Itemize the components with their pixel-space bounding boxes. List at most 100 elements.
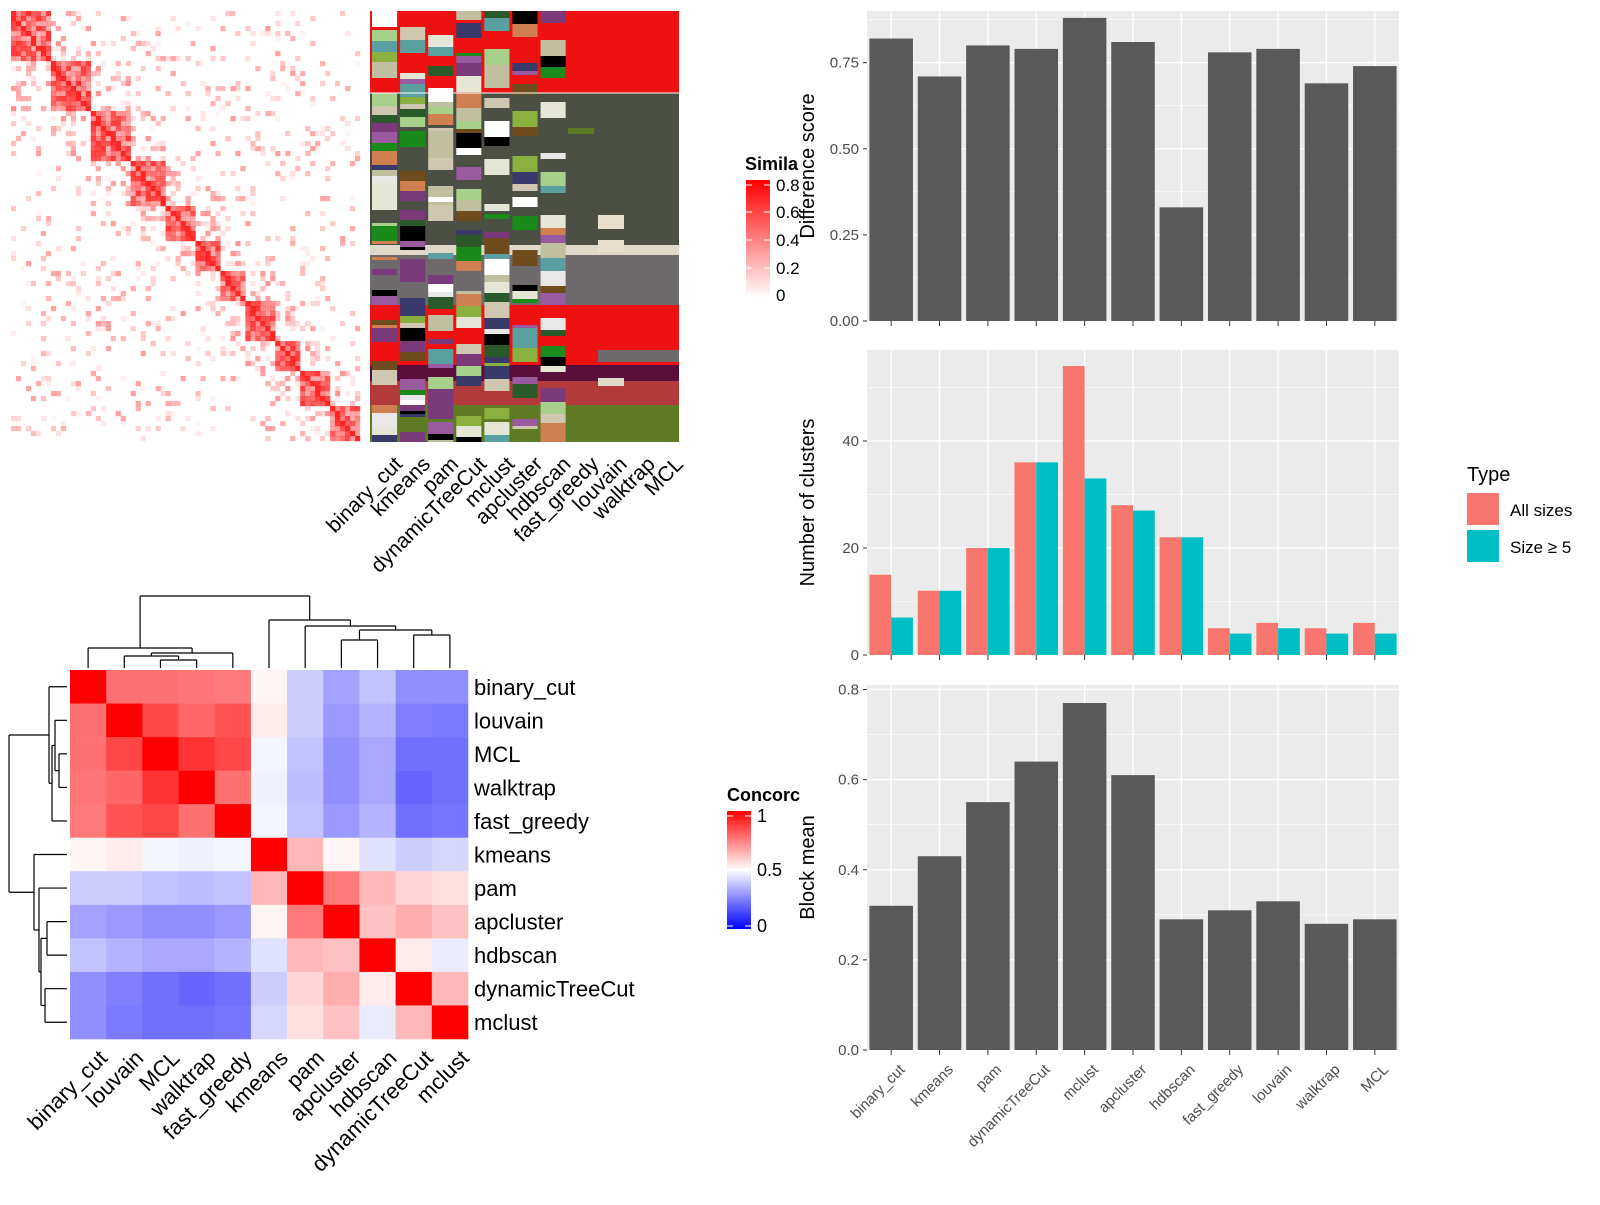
concordance-cell	[250, 904, 288, 939]
concordance-row-label: pam	[474, 876, 517, 901]
concordance-cell	[287, 770, 324, 805]
concordance-cell	[287, 871, 324, 906]
concordance-cell	[250, 770, 288, 805]
concordance-cell	[287, 737, 324, 771]
concordance-cell	[323, 904, 360, 939]
concordance-cell	[359, 837, 396, 872]
x-tick-label: mclust	[1059, 1061, 1102, 1104]
bar-size-ge5	[891, 617, 913, 655]
bar	[966, 802, 1010, 1050]
concordance-cell	[70, 703, 107, 738]
concordance-cell	[106, 670, 143, 704]
concordance-cell	[214, 670, 252, 704]
similarity-heatmap	[11, 11, 361, 442]
concordance-cell	[70, 737, 107, 771]
block-mean-chart: 0.0 0.2 0.4 0.6 0.8 Block mean binary_cut kmean…	[797, 682, 1399, 1151]
bar	[1111, 775, 1155, 1050]
concordance-legend-tick: 0.5	[757, 860, 782, 880]
concordance-cell	[431, 837, 469, 872]
y-tick-label: 0.8	[838, 682, 859, 699]
concordance-row-label: kmeans	[474, 843, 551, 868]
similarity-legend-tick: 0.8	[776, 176, 800, 195]
concordance-cell	[106, 703, 143, 738]
concordance-row-label: binary_cut	[474, 675, 576, 700]
bar	[869, 905, 913, 1050]
concordance-cell	[70, 938, 107, 973]
similarity-legend-tick: 0.6	[776, 203, 800, 222]
concordance-cell	[178, 971, 216, 1006]
x-tick-label: louvain	[1250, 1061, 1296, 1107]
concordance-cell	[287, 971, 324, 1006]
concordance-cell	[142, 971, 179, 1006]
concordance-cell	[142, 837, 179, 872]
concordance-cell	[106, 770, 143, 805]
bar	[1111, 42, 1155, 321]
concordance-cell	[250, 1005, 288, 1040]
concordance-cell	[142, 938, 179, 973]
concordance-row-label: mclust	[474, 1010, 538, 1035]
concordance-cell	[287, 938, 324, 973]
cluster-track-labels: binary_cutkmeanspamdynamicTreeCutmclusta…	[322, 452, 688, 577]
y-tick-label: 0.00	[830, 313, 859, 330]
concordance-cell	[214, 871, 252, 906]
concordance-dendrogram	[8, 595, 451, 1023]
bar-all-sizes	[1353, 622, 1375, 655]
concordance-cell	[323, 938, 360, 973]
x-tick-label: walktrap	[1292, 1061, 1344, 1113]
concordance-cell	[359, 871, 396, 906]
concordance-cell	[395, 1005, 433, 1040]
concordance-cell	[431, 804, 469, 839]
cluster-tracks	[370, 11, 679, 442]
legend-label-size-ge5: Size ≥ 5	[1510, 538, 1571, 557]
bar-size-ge5	[987, 547, 1010, 655]
bar	[966, 45, 1010, 321]
concordance-cell	[106, 904, 143, 939]
concordance-cell	[395, 703, 433, 738]
bar	[917, 76, 962, 321]
concordance-cell	[142, 804, 179, 839]
bar	[1207, 910, 1252, 1050]
concordance-cell	[395, 770, 433, 805]
x-tick-label: binary_cut	[848, 1061, 910, 1123]
bar	[1014, 48, 1059, 321]
concordance-cell	[142, 871, 179, 906]
concordance-cell	[431, 1005, 469, 1040]
x-tick-label: pam	[973, 1061, 1006, 1094]
concordance-cell	[250, 837, 288, 872]
bar-all-sizes	[1207, 628, 1230, 655]
y-tick-label: 0.6	[838, 772, 859, 789]
concordance-cell	[142, 703, 179, 738]
bar	[1062, 703, 1107, 1050]
concordance-cell	[323, 703, 360, 738]
y-tick-label: 0.75	[830, 55, 859, 72]
concordance-cell	[142, 770, 179, 805]
bar-size-ge5	[1374, 633, 1397, 655]
concordance-cell	[359, 703, 396, 738]
concordance-cell	[395, 938, 433, 973]
bar-all-sizes	[1014, 462, 1037, 655]
bar	[1304, 83, 1349, 321]
concordance-row-label: fast_greedy	[474, 809, 589, 834]
concordance-cell	[323, 770, 360, 805]
concordance-cell	[70, 904, 107, 939]
concordance-row-label: walktrap	[473, 775, 556, 800]
similarity-legend-title: Simila	[745, 154, 799, 174]
number-of-clusters-chart: 0 20 40 Number of clusters	[797, 350, 1399, 664]
legend-swatch-all-sizes	[1467, 493, 1499, 525]
concordance-cell	[106, 837, 143, 872]
y-tick-label: 40	[842, 433, 859, 450]
y-tick-label: 20	[842, 540, 859, 557]
concordance-cell	[70, 837, 107, 872]
concordance-cell	[70, 1005, 107, 1040]
concordance-cell	[178, 703, 216, 738]
bar	[869, 38, 913, 322]
concordance-cell	[431, 871, 469, 906]
concordance-cell	[214, 938, 252, 973]
bar-all-sizes	[1159, 537, 1182, 655]
bar	[1159, 207, 1204, 321]
concordance-row-label: apcluster	[474, 910, 563, 935]
bar-size-ge5	[1036, 462, 1059, 655]
concordance-cell	[142, 904, 179, 939]
